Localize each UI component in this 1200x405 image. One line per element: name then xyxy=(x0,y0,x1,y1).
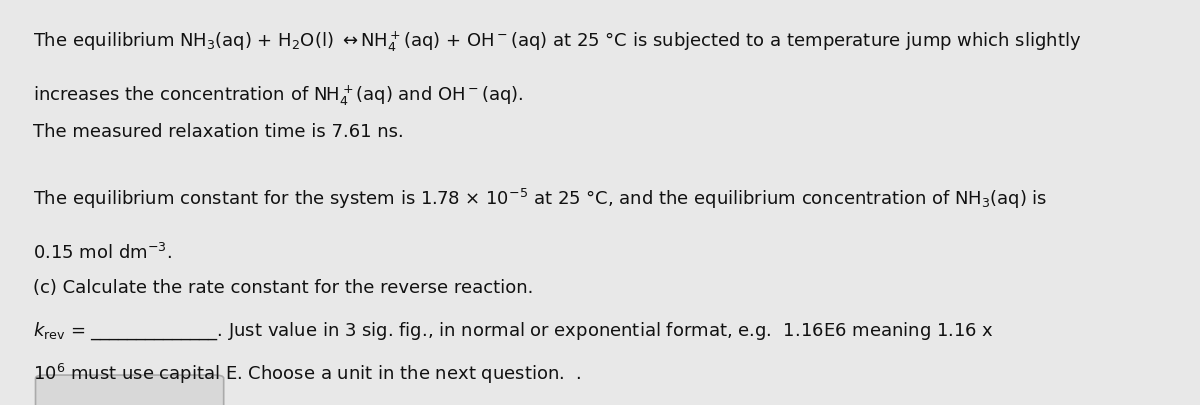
Text: $k_\mathrm{rev}$ = ______________. Just value in 3 sig. fig., in normal or expon: $k_\mathrm{rev}$ = ______________. Just … xyxy=(34,320,995,341)
Text: The equilibrium NH$_3$(aq) + H$_2$O(l) $\leftrightarrow$NH$_4^+$(aq) + OH$^-$(aq: The equilibrium NH$_3$(aq) + H$_2$O(l) $… xyxy=(34,30,1081,54)
Text: The measured relaxation time is 7.61 ns.: The measured relaxation time is 7.61 ns. xyxy=(34,123,404,141)
Text: 10$^6$ must use capital E. Choose a unit in the next question.  .: 10$^6$ must use capital E. Choose a unit… xyxy=(34,361,582,385)
Text: (c) Calculate the rate constant for the reverse reaction.: (c) Calculate the rate constant for the … xyxy=(34,278,534,296)
Text: The equilibrium constant for the system is 1.78 × 10$^{-5}$ at 25 °C, and the eq: The equilibrium constant for the system … xyxy=(34,187,1048,211)
FancyBboxPatch shape xyxy=(36,375,223,405)
Text: 0.15 mol dm$^{-3}$.: 0.15 mol dm$^{-3}$. xyxy=(34,242,172,262)
Text: increases the concentration of NH$_4^+$(aq) and OH$^-$(aq).: increases the concentration of NH$_4^+$(… xyxy=(34,83,523,108)
